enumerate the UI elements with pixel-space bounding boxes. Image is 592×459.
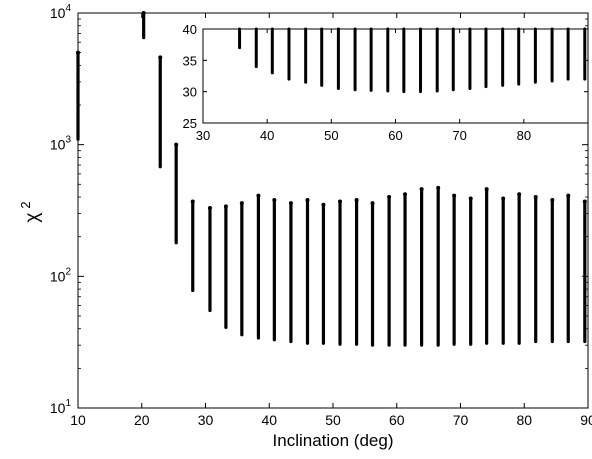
y-tick-label: 103	[50, 135, 72, 153]
inset-x-tick-label: 40	[260, 128, 274, 143]
x-tick-label: 60	[389, 412, 405, 428]
main-data-columns	[76, 11, 587, 347]
inset-x-tick-label: 60	[388, 128, 402, 143]
inset-x-tick-label: 50	[324, 128, 338, 143]
data-point	[174, 142, 179, 147]
data-point	[370, 201, 375, 206]
inset-y-tick-label: 25	[183, 116, 197, 131]
data-point	[321, 202, 326, 207]
x-tick-label: 50	[325, 412, 341, 428]
x-tick-label: 10	[70, 412, 86, 428]
data-point	[403, 192, 408, 197]
inset-x-tick-label: 30	[196, 128, 210, 143]
x-tick-label: 40	[261, 412, 277, 428]
data-point	[256, 193, 261, 198]
y-tick-label: 101	[50, 398, 72, 416]
data-point	[158, 55, 163, 60]
data-point	[305, 197, 310, 202]
inset-x-tick-label: 80	[517, 128, 531, 143]
data-point	[141, 11, 146, 15]
data-point	[550, 197, 555, 202]
y-tick-label: 104	[50, 3, 72, 21]
data-point	[190, 199, 195, 204]
data-point	[582, 199, 587, 204]
data-point	[436, 185, 441, 190]
x-tick-label: 20	[134, 412, 150, 428]
inset-y-tick-label: 30	[183, 85, 197, 100]
x-tick-label: 80	[516, 412, 532, 428]
data-point	[566, 193, 571, 198]
data-point	[387, 195, 392, 200]
data-point	[223, 204, 228, 209]
y-axis-label: χ2	[18, 201, 43, 222]
x-tick-label: 90	[580, 412, 592, 428]
x-tick-label: 30	[198, 412, 214, 428]
data-point	[207, 206, 212, 211]
data-point	[338, 199, 343, 204]
y-tick-label: 102	[50, 266, 72, 284]
data-point	[533, 195, 538, 200]
data-point	[419, 187, 424, 192]
main-axis-ticks: 10 20 30 40 50 60 70 80 90 101 102 103 104	[50, 3, 592, 428]
data-point	[354, 197, 359, 202]
data-point	[452, 193, 457, 198]
data-point	[288, 201, 293, 206]
data-point	[517, 192, 522, 197]
data-point	[468, 196, 473, 201]
x-tick-label: 70	[453, 412, 469, 428]
data-point	[501, 196, 506, 201]
inset-y-tick-label: 35	[183, 53, 197, 68]
x-axis-label: Inclination (deg)	[273, 431, 394, 450]
inset-y-tick-label: 40	[183, 22, 197, 37]
data-point	[239, 201, 244, 206]
inset-background	[203, 29, 588, 123]
data-point	[272, 197, 277, 202]
inset-x-tick-label: 70	[452, 128, 466, 143]
inset-data-columns	[238, 27, 587, 94]
data-point	[484, 187, 489, 192]
